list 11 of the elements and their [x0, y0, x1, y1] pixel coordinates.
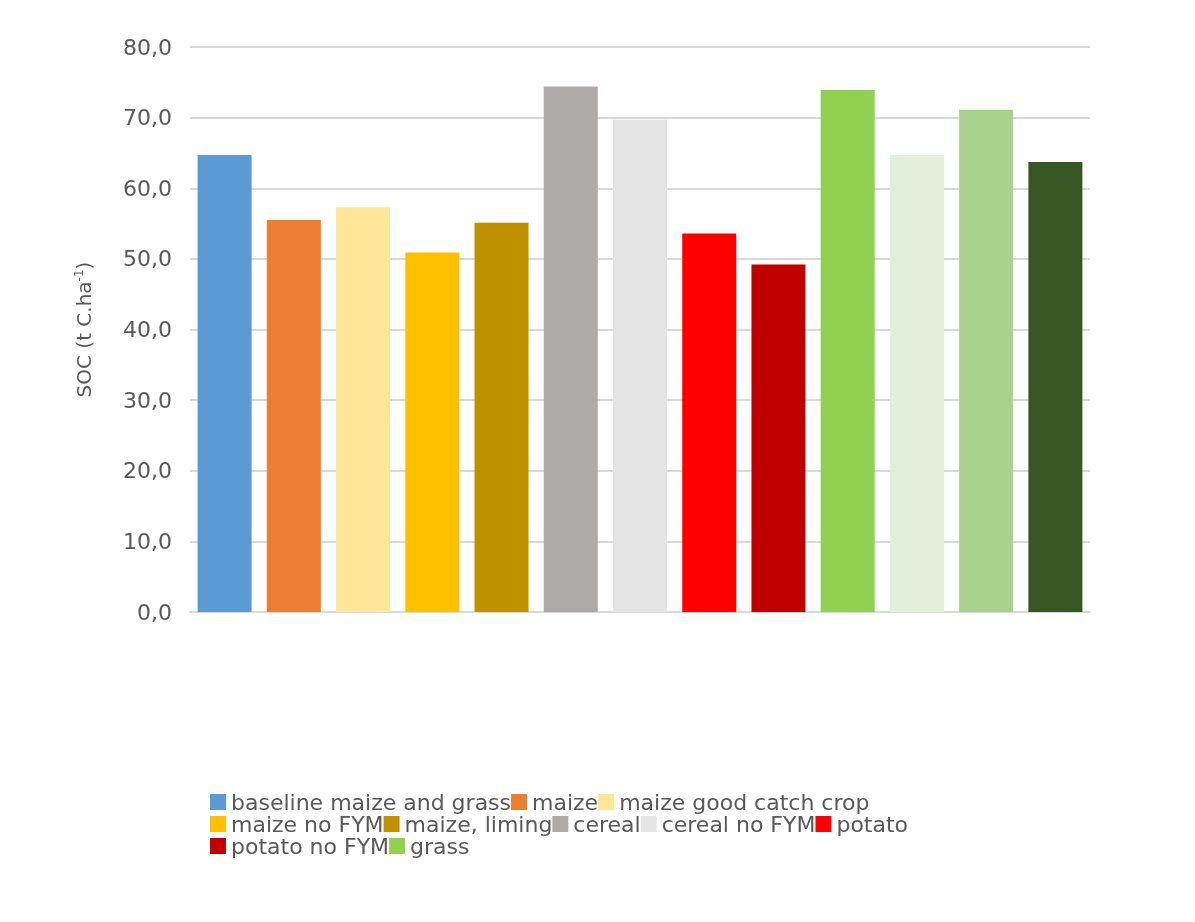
y-tick-label: 30,0 — [123, 387, 172, 413]
y-tick-label: 80,0 — [123, 34, 172, 60]
y-tick-label: 40,0 — [123, 317, 172, 342]
y-tick-label: 10,0 — [123, 528, 172, 554]
y-tick-label: 60,0 — [123, 175, 172, 201]
y-tick-label: 50,0 — [123, 246, 172, 272]
y-tick-label: 0,0 — [137, 599, 172, 625]
y-axis-title: SOC (t C.ha-1) — [72, 261, 96, 398]
legend-label: grass — [410, 833, 470, 859]
y-tick-label: 70,0 — [123, 105, 172, 131]
y-tick-label: 20,0 — [123, 458, 172, 484]
